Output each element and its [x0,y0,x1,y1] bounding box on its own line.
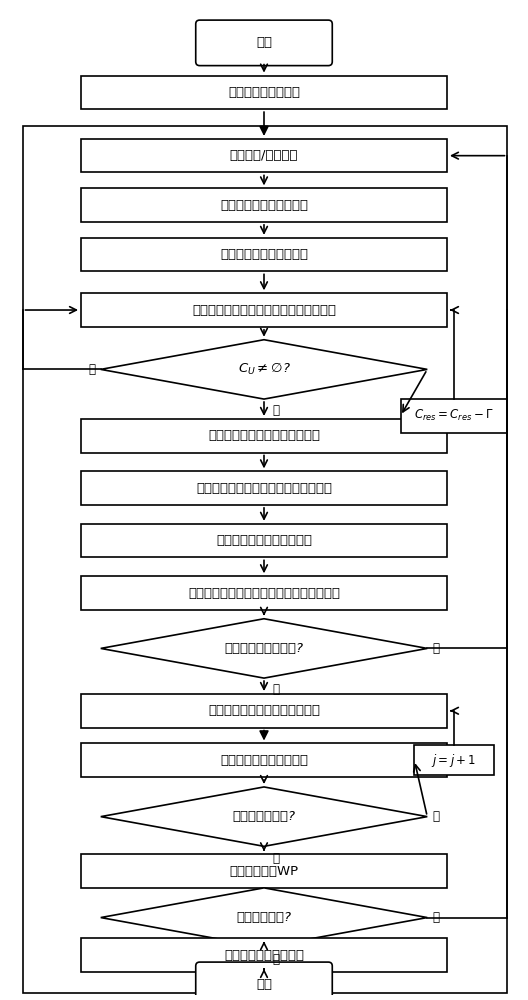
FancyBboxPatch shape [81,139,447,172]
Polygon shape [101,340,427,399]
Text: 计算预分配子集生物捕食能量均衡模型: 计算预分配子集生物捕食能量均衡模型 [196,482,332,495]
FancyBboxPatch shape [196,962,332,1000]
Polygon shape [101,787,427,846]
Text: 是: 是 [272,953,279,966]
FancyBboxPatch shape [81,524,447,557]
FancyBboxPatch shape [81,471,447,505]
Text: 返回侦察航点WP: 返回侦察航点WP [230,865,298,878]
FancyBboxPatch shape [81,293,447,327]
FancyBboxPatch shape [81,576,447,610]
Text: 确定协同打击编队同时到达时间: 确定协同打击编队同时到达时间 [208,704,320,717]
Text: 计算预分配子集期望消耗资源量: 计算预分配子集期望消耗资源量 [208,429,320,442]
FancyBboxPatch shape [81,188,447,222]
Text: 协同任务分配初始化: 协同任务分配初始化 [228,86,300,99]
FancyBboxPatch shape [81,854,447,888]
Text: $j=j+1$: $j=j+1$ [431,752,476,769]
Text: 是: 是 [272,404,279,417]
Text: 跟随者响应协同打击请求: 跟随者响应协同打击请求 [220,248,308,261]
Polygon shape [101,888,427,947]
Text: 输出全局任务分配结果: 输出全局任务分配结果 [224,949,304,962]
FancyBboxPatch shape [401,399,507,433]
Text: 否: 否 [432,810,439,823]
Text: 目标集打击完成?: 目标集打击完成? [232,810,296,823]
Text: 引领者广播协同打击请求: 引领者广播协同打击请求 [220,199,308,212]
Text: 广播和执行协同打击任务: 广播和执行协同打击任务 [220,754,308,767]
Text: 根据生物总能量关系进行编队子集预分配: 根据生物总能量关系进行编队子集预分配 [192,304,336,317]
FancyBboxPatch shape [81,743,447,777]
Text: 执行侦察/搜索任务: 执行侦察/搜索任务 [230,149,298,162]
FancyBboxPatch shape [196,20,332,66]
Text: 否: 否 [432,642,439,655]
Text: 是: 是 [272,852,279,865]
Text: 选取和广播最优预分配子集: 选取和广播最优预分配子集 [216,534,312,547]
Text: 开始: 开始 [256,36,272,49]
Text: 到达侦察终点?: 到达侦察终点? [237,911,291,924]
Text: 是: 是 [272,683,279,696]
Polygon shape [101,619,427,678]
Text: $C_U \neq \varnothing$?: $C_U \neq \varnothing$? [238,361,290,377]
FancyBboxPatch shape [81,76,447,109]
FancyBboxPatch shape [81,694,447,728]
Text: 否: 否 [432,911,439,924]
Text: 否: 否 [89,363,96,376]
FancyBboxPatch shape [81,419,447,453]
Text: 遍历邻域引领者并执行机会性捕猎协商机制: 遍历邻域引领者并执行机会性捕猎协商机制 [188,587,340,600]
Text: 预分配子集通过协商?: 预分配子集通过协商? [224,642,304,655]
FancyBboxPatch shape [414,745,494,775]
Text: 结束: 结束 [256,978,272,991]
FancyBboxPatch shape [81,938,447,972]
FancyBboxPatch shape [81,238,447,271]
Text: $C_{res}=C_{res}-\Gamma$: $C_{res}=C_{res}-\Gamma$ [414,408,494,423]
